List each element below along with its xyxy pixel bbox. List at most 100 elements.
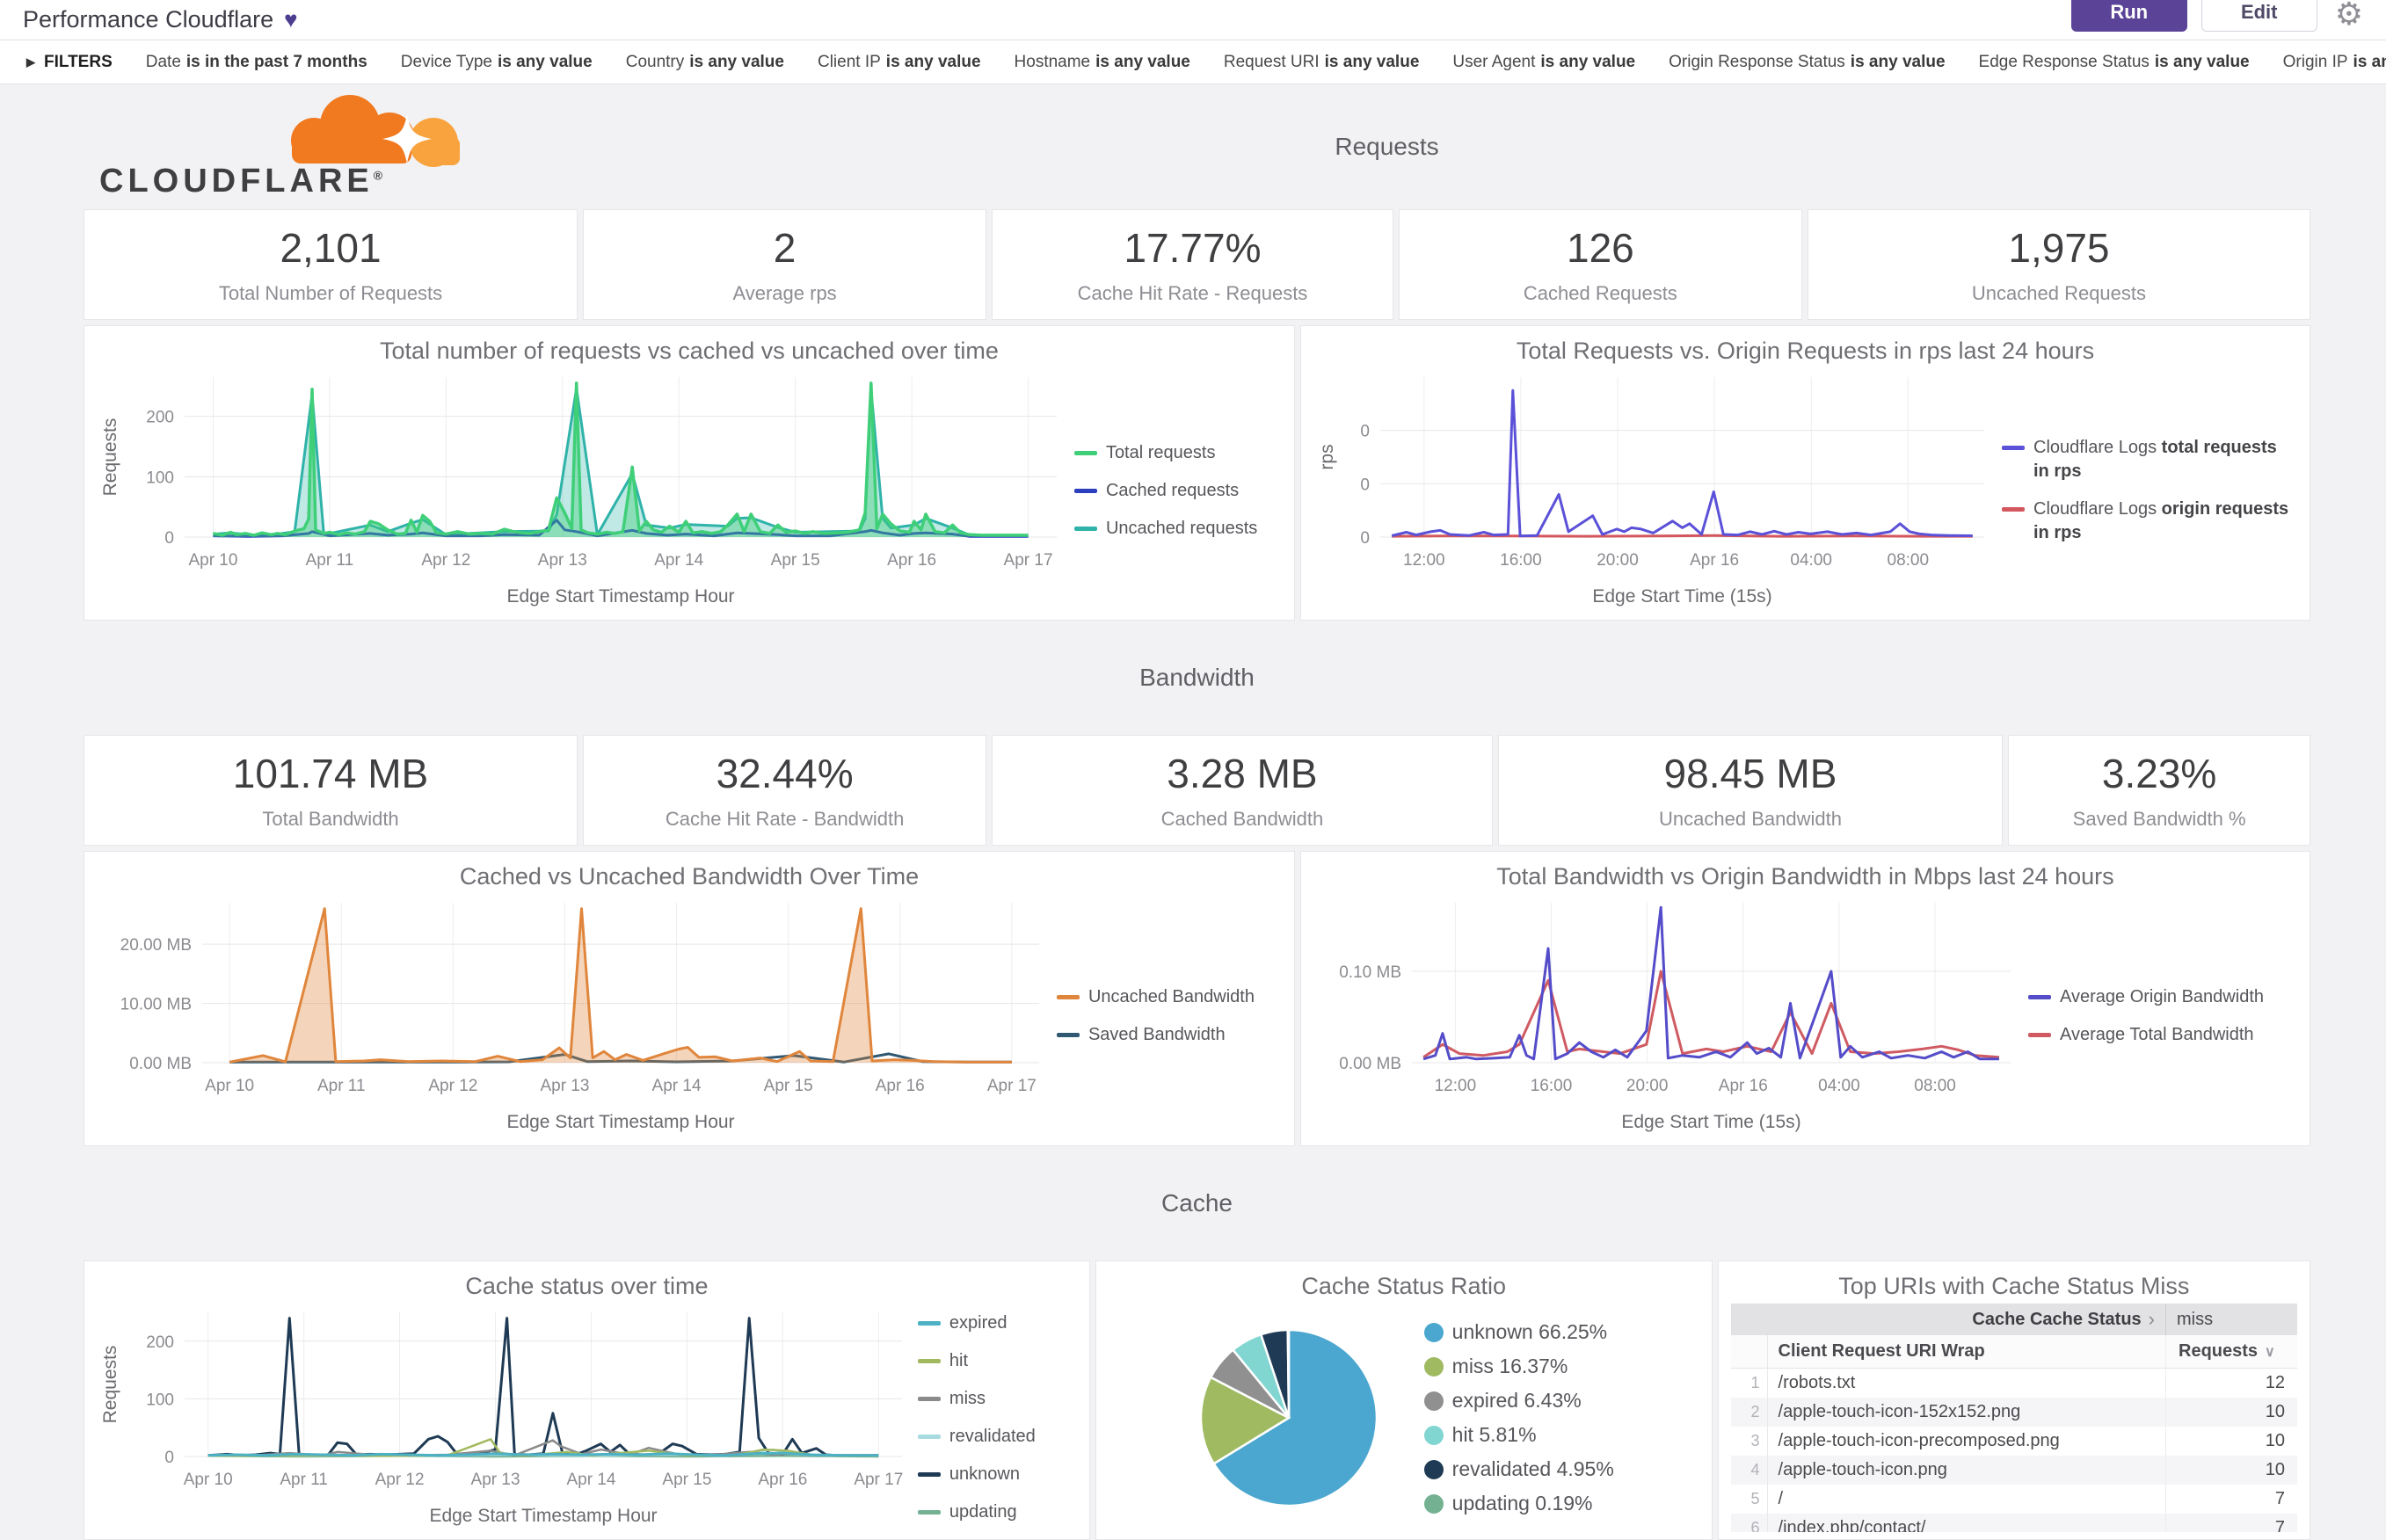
table-row[interactable]: 3 /apple-touch-icon-precomposed.png 10 — [1730, 1427, 2297, 1456]
gear-icon[interactable]: ⚙ — [2334, 0, 2363, 32]
run-button[interactable]: Run — [2070, 0, 2187, 32]
row-uri[interactable]: /index.php/contact/ — [1778, 1518, 1926, 1532]
filter-date[interactable]: Date is in the past 7 months — [145, 52, 367, 71]
legend-item-updating-0-19[interactable]: updating 0.19% — [1423, 1492, 1614, 1515]
svg-text:Edge Start Time (15s): Edge Start Time (15s) — [1592, 586, 1771, 607]
chevron-right-icon[interactable]: › — [2148, 1308, 2155, 1330]
cloudflare-cloud-icon — [291, 95, 460, 167]
row-uri[interactable]: / — [1778, 1489, 1784, 1508]
svg-text:Requests: Requests — [100, 1346, 120, 1424]
svg-text:rps: rps — [1317, 444, 1337, 469]
requests-over-time-legend: Total requests Cached requests Uncached re… — [1071, 368, 1282, 613]
svg-text:0: 0 — [1360, 476, 1370, 494]
kpi-average-rps: 2 Average rps — [583, 209, 987, 320]
legend-swatch — [1073, 488, 1097, 493]
kpi-value: 17.77% — [1124, 225, 1262, 271]
svg-text:Edge Start Timestamp Hour: Edge Start Timestamp Hour — [506, 1112, 734, 1132]
table-row[interactable]: 2 /apple-touch-icon-152x152.png 10 — [1730, 1398, 2297, 1427]
kpi-label: Cached Requests — [1523, 282, 1677, 304]
top-bar: Performance Cloudflare ♥ Run Edit ⚙ — [0, 0, 2386, 40]
svg-text:04:00: 04:00 — [1790, 551, 1832, 570]
filter-hostname[interactable]: Hostname is any value — [1014, 52, 1190, 71]
legend-item-uncached-requests[interactable]: Uncached requests — [1073, 517, 1282, 541]
bandwidth-over-time-chart[interactable]: Apr 10 Apr 11 Apr 12 Apr 13 Apr 14 Apr 15 Apr … — [97, 894, 1053, 1138]
table-row[interactable]: 5 / 7 — [1730, 1485, 2297, 1514]
legend-item-average-origin-bandwidth[interactable]: Average Origin Bandwidth — [2028, 985, 2297, 1009]
row-requests: 10 — [2165, 1456, 2297, 1485]
filter-device-type[interactable]: Device Type is any value — [400, 52, 593, 71]
legend-item-miss-16-37[interactable]: miss 16.37% — [1423, 1355, 1614, 1378]
row-uri[interactable]: /apple-touch-icon-precomposed.png — [1778, 1431, 2060, 1450]
bandwidth-24h-legend: Average Origin Bandwidth Average Total Ba… — [2025, 894, 2297, 1138]
svg-text:Apr 10: Apr 10 — [188, 551, 237, 570]
legend-item-average-total-bandwidth[interactable]: Average Total Bandwidth — [2028, 1023, 2297, 1047]
legend-item-expired-6-43[interactable]: expired 6.43% — [1423, 1389, 1614, 1413]
legend-item-uncached-bandwidth[interactable]: Uncached Bandwidth — [1056, 985, 1282, 1009]
filter-client-ip[interactable]: Client IP is any value — [817, 52, 981, 71]
legend-item-cached-requests[interactable]: Cached requests — [1073, 479, 1282, 503]
legend-item-miss[interactable]: miss — [917, 1387, 1077, 1411]
table-row[interactable]: 1 /robots.txt 12 — [1730, 1369, 2297, 1398]
filters-toggle[interactable]: ▶ FILTERS — [26, 53, 113, 72]
requests-over-time-chart[interactable]: Apr 10 Apr 11 Apr 12 Apr 13 Apr 14 Apr 15 Apr … — [97, 368, 1071, 613]
legend-item-revalidated-4-95[interactable]: revalidated 4.95% — [1423, 1457, 1614, 1481]
kpi-cached-requests: 126 Cached Requests — [1398, 209, 1802, 320]
rps-24h-chart[interactable]: 12:00 16:00 20:00 Apr 16 04:00 08:00 0 0 0 rps Edg… — [1313, 368, 1998, 613]
filter-edge-response-status[interactable]: Edge Response Status is any value — [1978, 52, 2250, 71]
bandwidth-24h-chart[interactable]: 12:00 16:00 20:00 Apr 16 04:00 08:00 0.00 MB 0.… — [1313, 894, 2025, 1138]
filter-request-uri[interactable]: Request URI is any value — [1223, 52, 1420, 71]
svg-text:08:00: 08:00 — [1914, 1077, 1956, 1095]
svg-text:12:00: 12:00 — [1403, 551, 1445, 570]
tile-cache-status-over-time: Cache status over time Apr 10 Apr 11 Apr 1… — [84, 1260, 1090, 1540]
row-uri[interactable]: /apple-touch-icon-152x152.png — [1778, 1402, 2021, 1421]
legend-item-updating[interactable]: updating — [917, 1500, 1077, 1524]
filter-origin-response-status[interactable]: Origin Response Status is any value — [1669, 52, 1946, 71]
table-row[interactable]: 4 /apple-touch-icon.png 10 — [1730, 1456, 2297, 1485]
kpi-value: 98.45 MB — [1663, 751, 1837, 796]
filters-bar: ▶ FILTERS Date is in the past 7 months Dev… — [0, 40, 2386, 84]
svg-text:0: 0 — [1360, 423, 1370, 441]
svg-text:0.10 MB: 0.10 MB — [1339, 963, 1401, 982]
legend-swatch — [917, 1510, 941, 1515]
row-index: 4 — [1731, 1456, 1768, 1485]
column-header-uri[interactable]: Client Request URI Wrap — [1778, 1341, 1985, 1361]
svg-text:20:00: 20:00 — [1597, 551, 1639, 570]
svg-text:Apr 14: Apr 14 — [652, 1077, 702, 1095]
svg-text:Apr 16: Apr 16 — [758, 1471, 807, 1489]
legend-item-total-requests-in-rps[interactable]: Cloudflare Logs total requests in rps — [2002, 436, 2297, 483]
svg-text:Edge Start Timestamp Hour: Edge Start Timestamp Hour — [506, 586, 734, 607]
column-header-requests[interactable]: Requests ∨ — [2165, 1335, 2297, 1368]
table-title: Top URIs with Cache Status Miss — [1838, 1273, 2190, 1299]
legend-item-expired[interactable]: expired — [917, 1311, 1077, 1335]
legend-item-revalidated[interactable]: revalidated — [917, 1425, 1077, 1449]
expand-arrow-icon: ▶ — [26, 54, 35, 69]
edit-button[interactable]: Edit — [2201, 0, 2317, 32]
table-row[interactable]: 6 /index.php/contact/ 7 — [1730, 1514, 2297, 1532]
legend-item-hit[interactable]: hit — [917, 1349, 1077, 1373]
tile-requests-over-time: Total number of requests vs cached vs un… — [84, 325, 1295, 621]
legend-item-total-requests[interactable]: Total requests — [1073, 441, 1282, 465]
cache-status-ratio-pie[interactable] — [1194, 1323, 1384, 1513]
filter-country[interactable]: Country is any value — [625, 52, 784, 71]
cache-status-over-time-chart[interactable]: Apr 10 Apr 11 Apr 12 Apr 13 Apr 14 Apr 15 Apr … — [97, 1304, 914, 1532]
heart-icon: ♥ — [284, 6, 298, 33]
row-uri[interactable]: /apple-touch-icon.png — [1778, 1460, 1947, 1479]
row-uri[interactable]: /robots.txt — [1778, 1373, 1856, 1392]
legend-swatch — [1423, 1391, 1444, 1411]
kpi-label: Cache Hit Rate - Bandwidth — [665, 808, 905, 830]
svg-text:04:00: 04:00 — [1818, 1077, 1860, 1095]
legend-item-hit-5-81[interactable]: hit 5.81% — [1423, 1423, 1614, 1447]
kpi-cached-bandwidth: 3.28 MB Cached Bandwidth — [992, 735, 1493, 846]
table-pivot-band: Cache Cache Status › miss — [1730, 1304, 2297, 1335]
legend-item-origin-requests-in-rps[interactable]: Cloudflare Logs origin requests in rps — [2002, 498, 2297, 545]
legend-item-unknown[interactable]: unknown — [917, 1463, 1077, 1486]
tile-rps-24h: Total Requests vs. Origin Requests in rp… — [1299, 325, 2310, 621]
pie-slice-miss — [1199, 1376, 1291, 1465]
legend-item-saved-bandwidth[interactable]: Saved Bandwidth — [1056, 1023, 1282, 1047]
svg-text:Apr 16: Apr 16 — [1690, 551, 1739, 570]
legend-swatch — [917, 1321, 941, 1326]
filter-user-agent[interactable]: User Agent is any value — [1452, 52, 1636, 71]
chart-title: Cache status over time — [465, 1273, 709, 1299]
legend-item-unknown-66-25[interactable]: unknown 66.25% — [1423, 1320, 1614, 1344]
